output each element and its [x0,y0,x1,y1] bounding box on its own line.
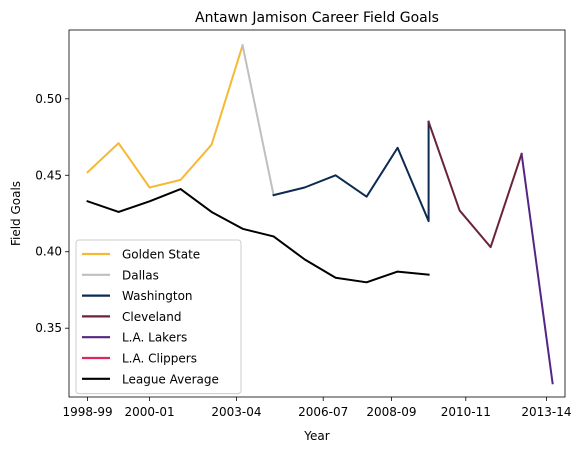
series-line-dallas [241,44,275,197]
x-tick-label: 2013-14 [521,405,571,419]
legend: Golden State Dallas Washington Cleveland L.A… [75,239,242,395]
series-line-golden-state [86,44,244,189]
x-tick-label: 2008-09 [366,405,416,419]
legend-label-l-a-clippers: L.A. Clippers [122,352,197,366]
y-tick-label: 0.50 [35,92,62,106]
plot-lines [86,44,554,385]
legend-label-cleveland: Cleveland [122,310,182,324]
x-tick-label: 1998-99 [63,405,113,419]
legend-label-dallas: Dallas [122,268,159,282]
legend-label-washington: Washington [122,289,193,303]
x-tick-label: 2000-01 [125,405,175,419]
legend-label-league-average: League Average [122,372,219,386]
x-tick-label: 2010-11 [441,405,491,419]
chart-title: Antawn Jamison Career Field Goals [195,10,439,26]
x-axis-label: Year [303,429,329,443]
y-tick-label: 0.45 [35,168,62,182]
series-line-cleveland [427,120,523,249]
series-line-l-a-lakers [520,152,554,385]
legend-box [75,239,242,395]
series-line-league-average [86,188,430,284]
x-axis: 1998-99 2000-01 2003-04 2006-07 2008-09 2010-… [63,397,571,419]
y-tick-label: 0.40 [35,245,62,259]
y-axis-label: Field Goals [9,181,23,246]
series-line-washington [272,120,430,223]
legend-label-golden-state: Golden State [122,248,200,262]
y-axis: 0.35 0.40 0.45 0.50 [35,92,69,335]
plot-frame [68,29,566,398]
x-tick-label: 2006-07 [298,405,348,419]
legend-label-l-a-lakers: L.A. Lakers [122,331,187,345]
y-tick-label: 0.35 [35,321,62,335]
x-tick-label: 2003-04 [211,405,261,419]
